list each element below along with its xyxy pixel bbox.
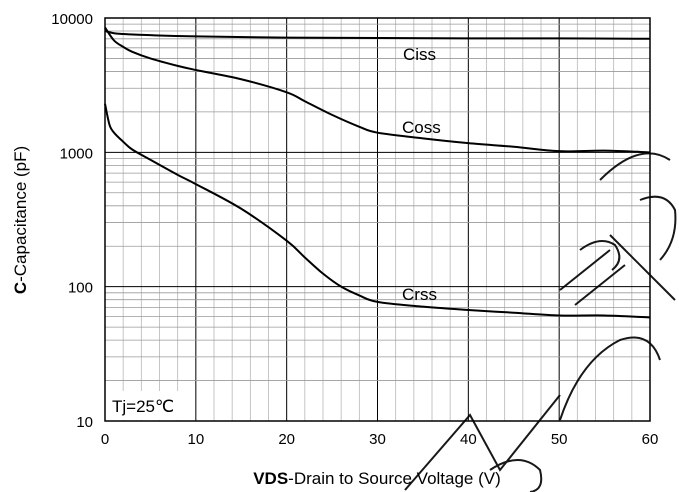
x-tick-label: 40 <box>460 431 477 448</box>
x-tick-label: 30 <box>369 431 386 448</box>
x-axis-title: VDS-Drain to Source Voltage (V) <box>253 469 501 488</box>
x-tick-label: 20 <box>278 431 295 448</box>
x-tick-label: 50 <box>551 431 568 448</box>
series-lines <box>104 26 651 319</box>
y-tick-label: 1000 <box>60 145 93 162</box>
series-label-crss: Crss <box>402 285 437 304</box>
y-tick-label: 10000 <box>51 11 93 28</box>
series-label-coss: Coss <box>402 118 441 137</box>
series-line-ciss <box>104 30 651 40</box>
y-tick-label: 100 <box>68 280 93 297</box>
tick-labels: 0 10 20 30 40 50 60 10 100 1000 10000 <box>51 11 658 448</box>
series-label-ciss: Ciss <box>403 45 436 64</box>
series-labels: Ciss Coss Crss <box>402 45 441 304</box>
grid <box>104 18 651 422</box>
y-axis-title-rest: -Capacitance (pF) <box>11 146 30 282</box>
y-tick-label: 10 <box>76 414 93 431</box>
x-tick-label: 10 <box>187 431 204 448</box>
x-axis-title-bold: VDS <box>253 469 288 488</box>
y-axis-title-bold: C <box>11 282 30 294</box>
watermark <box>404 152 677 492</box>
plot-frame <box>104 17 651 422</box>
x-tick-label: 0 <box>101 431 109 448</box>
y-axis-title: C-Capacitance (pF) <box>11 146 30 294</box>
x-tick-label: 60 <box>642 431 659 448</box>
x-axis-title-rest: -Drain to Source Voltage (V) <box>288 469 501 488</box>
series-line-coss <box>104 26 651 154</box>
temperature-annotation: Tj=25℃ <box>112 397 174 416</box>
temperature-annotation-box: Tj=25℃ <box>106 391 192 420</box>
series-line-crss <box>104 103 651 319</box>
